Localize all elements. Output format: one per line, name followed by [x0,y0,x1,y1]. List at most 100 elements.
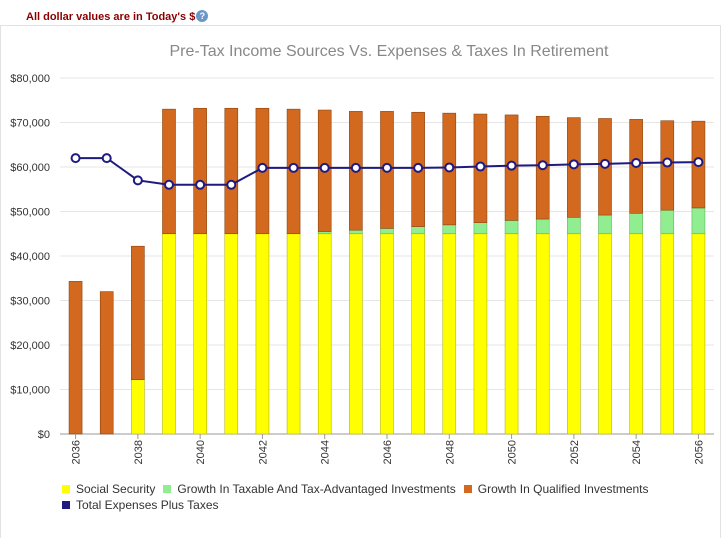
x-tick-label-2042: 2042 [257,440,269,464]
expenses-point-2042 [257,162,268,173]
bar-social-security-2050 [504,233,519,435]
y-tick-label-80000: $80,000 [10,73,50,85]
y-tick-label-40000: $40,000 [10,251,50,263]
legend-swatch-social-security [62,485,70,493]
bar-qualified-growth-2039 [162,108,176,235]
bar-taxable-growth-2053 [598,214,612,235]
legend-swatch-expenses [62,501,70,509]
bar-social-security-2052 [567,233,581,435]
legend-item-expenses[interactable]: Total Expenses Plus Taxes [62,498,219,512]
x-tick-label-2048: 2048 [444,440,456,464]
bar-qualified-growth-2036 [68,281,83,435]
legend-label-expenses: Total Expenses Plus Taxes [76,498,219,512]
x-tick-label-2052: 2052 [569,440,581,464]
bar-social-security-2056 [691,233,706,435]
expenses-point-2053 [600,158,610,169]
expenses-point-2043 [288,162,299,173]
x-tick-label-2044: 2044 [320,440,332,464]
bar-taxable-growth-2055 [660,209,675,235]
legend-row-2: Total Expenses Plus Taxes [62,497,649,513]
bar-social-security-2049 [473,233,488,435]
expenses-point-2050 [506,160,517,171]
bar-social-security-2054 [629,233,643,435]
y-tick-label-30000: $30,000 [10,296,50,308]
bar-taxable-growth-2051 [535,218,550,235]
x-tick-label-2036: 2036 [71,440,83,464]
expenses-point-2039 [164,179,174,190]
bar-social-security-2045 [349,233,363,435]
bar-qualified-growth-2038 [131,245,145,381]
legend-label-qualified-growth: Growth In Qualified Investments [477,482,649,496]
bar-social-security-2055 [660,233,675,435]
x-tick-label-2046: 2046 [382,440,394,464]
bar-qualified-growth-2040 [193,107,207,235]
x-tick-label-2054: 2054 [631,440,643,464]
bar-taxable-growth-2046 [380,228,394,235]
expenses-point-2047 [413,162,424,173]
x-tick-label-2050: 2050 [507,440,519,464]
y-tick-label-60000: $60,000 [10,162,50,174]
expenses-point-2049 [475,161,486,172]
expenses-point-2048 [444,162,455,173]
bar-taxable-growth-2045 [349,229,363,235]
expenses-point-2054 [631,157,642,168]
bar-taxable-growth-2048 [442,224,457,235]
chart-frame [0,25,721,538]
legend-label-social-security: Social Security [76,482,156,496]
expenses-point-2046 [382,162,392,173]
x-tick-label-2038: 2038 [133,440,145,464]
expenses-point-2044 [319,162,330,173]
legend-swatch-qualified-growth [463,485,472,493]
bar-taxable-growth-2052 [567,216,581,235]
bar-taxable-growth-2054 [629,212,643,235]
bar-taxable-growth-2050 [504,220,519,235]
y-tick-label-20000: $20,000 [10,340,50,352]
bar-social-security-2046 [380,233,394,435]
legend-item-qualified-growth[interactable]: Growth In Qualified Investments [463,482,649,496]
expenses-point-2038 [132,175,143,186]
y-tick-label-10000: $10,000 [10,385,50,397]
x-tick-label-2056: 2056 [693,440,705,464]
expenses-point-2037 [101,153,112,164]
bar-taxable-growth-2047 [411,226,425,235]
legend-item-social-security[interactable]: Social Security [62,482,155,496]
bar-taxable-growth-2049 [473,222,488,235]
legend-item-taxable-growth[interactable]: Growth In Taxable And Tax-Advantaged Inv… [163,482,456,496]
legend-swatch-taxable-growth [163,485,172,493]
chart-title: Pre-Tax Income Sources Vs. Expenses & Ta… [169,43,609,60]
expenses-point-2041 [226,179,237,190]
expenses-point-2040 [195,179,206,190]
question-mark-circle-icon[interactable]: ? [196,10,209,22]
bar-qualified-growth-2037 [99,291,114,435]
expenses-point-2036 [70,153,81,164]
expenses-point-2055 [662,157,673,168]
bar-social-security-2039 [162,233,176,435]
expenses-point-2052 [568,159,579,170]
legend-row-1: Social Security Growth In Taxable And Ta… [62,481,649,497]
bar-taxable-growth-2056 [691,207,706,235]
expenses-point-2056 [693,157,704,168]
bar-social-security-2038 [131,379,145,435]
expenses-point-2051 [537,160,548,171]
bar-social-security-2040 [193,233,207,435]
bar-qualified-growth-2041 [224,107,239,235]
y-tick-label-0: $0 [38,429,50,441]
currency-notice: All dollar values are in Today's $? [26,10,209,23]
bar-social-security-2048 [442,233,457,435]
bar-social-security-2051 [535,233,550,435]
expenses-point-2045 [350,162,361,173]
bar-social-security-2053 [598,233,612,435]
x-tick-label-2040: 2040 [195,440,207,464]
y-tick-label-50000: $50,000 [10,207,50,219]
bar-social-security-2044 [317,233,332,435]
bar-social-security-2042 [255,233,270,435]
legend-label-taxable-growth: Growth In Taxable And Tax-Advantaged Inv… [177,482,456,496]
y-tick-label-70000: $70,000 [10,118,50,130]
currency-notice-text: All dollar values are in Today's $ [26,11,196,23]
bar-social-security-2043 [286,233,301,435]
bar-taxable-growth-2044 [317,231,332,235]
bar-social-security-2041 [224,233,239,435]
bar-social-security-2047 [411,233,425,435]
chart-legend: Social Security Growth In Taxable And Ta… [62,481,649,513]
